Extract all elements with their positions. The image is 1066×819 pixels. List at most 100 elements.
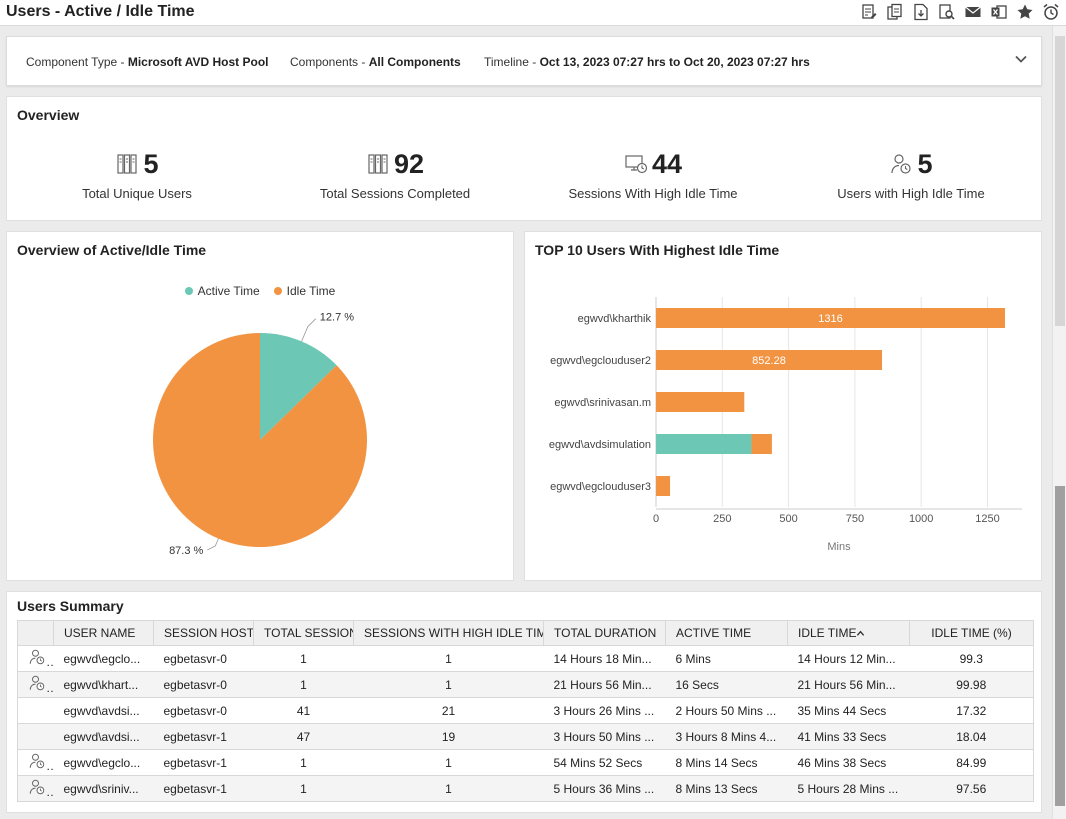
table-row[interactable]: egwvd\avdsi... egbetasvr-1 47 19 3 Hours 50 … bbox=[17, 723, 1034, 750]
cell-total: 1 bbox=[253, 775, 354, 802]
kpi-sessions-high-idle[interactable]: 44 Sessions With High Idle Time bbox=[528, 147, 778, 202]
cell-host: egbetasvr-1 bbox=[153, 775, 254, 802]
pie-leader-line bbox=[301, 318, 317, 342]
y-category-label: egwvd\kharthik bbox=[578, 313, 652, 325]
cell-pct: 97.56 bbox=[909, 775, 1034, 802]
y-category-label: egwvd\egclouduser3 bbox=[550, 481, 651, 493]
column-header-active-time[interactable]: ACTIVE TIME bbox=[665, 620, 788, 646]
cell-user: egwvd\egclo... bbox=[53, 645, 154, 672]
cell-idle: 35 Mins 44 Secs bbox=[787, 697, 910, 724]
legend-label-active: Active Time bbox=[197, 284, 260, 298]
overview-panel: Overview 5 Total Unique Users 92 Total S… bbox=[6, 96, 1042, 221]
bar-idle[interactable] bbox=[656, 308, 1005, 328]
cell-pct: 17.32 bbox=[909, 697, 1034, 724]
kpi-total-sessions-completed[interactable]: 92 Total Sessions Completed bbox=[270, 147, 520, 202]
kpi-users-high-idle[interactable]: 5 Users with High Idle Time bbox=[786, 147, 1036, 202]
cell-duration: 3 Hours 26 Mins ... bbox=[543, 697, 666, 724]
user-clock-icon bbox=[891, 154, 912, 174]
report-copy-icon[interactable] bbox=[884, 2, 906, 22]
cell-idle: 41 Mins 33 Secs bbox=[787, 723, 910, 750]
column-header-idle-pct[interactable]: IDLE TIME (%) bbox=[909, 620, 1034, 646]
favorite-star-icon[interactable] bbox=[1014, 2, 1036, 22]
cell-idle: 5 Hours 28 Mins ... bbox=[787, 775, 910, 802]
bar-idle[interactable] bbox=[656, 476, 671, 496]
y-category-label: egwvd\srinivasan.m bbox=[554, 397, 651, 409]
sort-ascending-icon bbox=[857, 631, 865, 637]
table-row[interactable]: egwvd\avdsi... egbetasvr-0 41 21 3 Hours 26 … bbox=[17, 697, 1034, 724]
kpi-label: Total Sessions Completed bbox=[319, 186, 471, 201]
legend-item-active[interactable]: Active Time bbox=[184, 284, 260, 298]
cell-active: 8 Mins 14 Secs bbox=[665, 749, 788, 776]
chevron-down-icon[interactable] bbox=[1013, 51, 1029, 67]
kpi-label: Users with High Idle Time bbox=[837, 186, 985, 201]
table-row[interactable]: egwvd\egclo... egbetasvr-1 1 1 54 Mins 52 Se… bbox=[17, 749, 1034, 776]
active-idle-pie-panel: Overview of Active/Idle Time Active Time… bbox=[6, 231, 514, 581]
column-header-session-host[interactable]: SESSION HOST bbox=[153, 620, 254, 646]
components-label: Components - bbox=[290, 55, 369, 69]
kpi-value: 44 bbox=[651, 148, 683, 179]
legend-label-idle: Idle Time bbox=[286, 284, 336, 298]
column-header-user-name[interactable]: USER NAME bbox=[53, 620, 154, 646]
row-icon-cell bbox=[17, 775, 54, 802]
pie-legend: Active Time Idle Time bbox=[7, 284, 513, 298]
x-axis-title: Mins bbox=[827, 541, 851, 553]
search-report-icon[interactable] bbox=[936, 2, 958, 22]
cell-high: 19 bbox=[353, 723, 544, 750]
pie-leader-line bbox=[207, 538, 219, 551]
alarm-clock-icon[interactable] bbox=[1040, 2, 1062, 22]
excel-export-icon[interactable] bbox=[988, 2, 1010, 22]
email-icon[interactable] bbox=[962, 2, 984, 22]
table-header-row: USER NAME SESSION HOST TOTAL SESSIONS SE… bbox=[17, 620, 1034, 646]
cell-host: egbetasvr-1 bbox=[153, 723, 254, 750]
bar-data-label: 852.28 bbox=[752, 355, 786, 367]
cell-duration: 3 Hours 50 Mins ... bbox=[543, 723, 666, 750]
pie-slice-active[interactable] bbox=[260, 333, 337, 440]
users-summary-title: Users Summary bbox=[17, 598, 124, 614]
bar-idle[interactable] bbox=[751, 434, 772, 454]
table-row[interactable]: egwvd\khart... egbetasvr-0 1 1 21 Hours 56 M… bbox=[17, 671, 1034, 698]
kpi-label: Sessions With High Idle Time bbox=[568, 186, 738, 201]
report-edit-icon[interactable] bbox=[858, 2, 880, 22]
bar-panel-title: TOP 10 Users With Highest Idle Time bbox=[535, 242, 780, 258]
user-clock-icon bbox=[29, 649, 45, 665]
cell-host: egbetasvr-0 bbox=[153, 697, 254, 724]
row-icon-cell bbox=[17, 671, 54, 698]
legend-item-idle[interactable]: Idle Time bbox=[273, 284, 336, 298]
x-tick-label: 250 bbox=[713, 513, 731, 525]
y-category-label: egwvd\egclouduser2 bbox=[550, 355, 651, 367]
pdf-download-icon[interactable] bbox=[910, 2, 932, 22]
cell-active: 2 Hours 50 Mins ... bbox=[665, 697, 788, 724]
bar-data-label: 1316 bbox=[818, 313, 842, 325]
cell-duration: 5 Hours 36 Mins ... bbox=[543, 775, 666, 802]
toolbar bbox=[858, 2, 1062, 22]
column-header-idle-time[interactable]: IDLE TIME bbox=[787, 620, 910, 646]
table-row[interactable]: egwvd\egclo... egbetasvr-0 1 1 14 Hours 18 M… bbox=[17, 645, 1034, 672]
cell-duration: 54 Mins 52 Secs bbox=[543, 749, 666, 776]
top-users-bar-panel: TOP 10 Users With Highest Idle Time 0 250… bbox=[524, 231, 1042, 581]
component-type-filter: Component Type - Microsoft AVD Host Pool bbox=[26, 55, 269, 69]
cell-total: 1 bbox=[253, 749, 354, 776]
kpi-value: 5 bbox=[143, 148, 159, 179]
components-filter: Components - All Components bbox=[290, 55, 461, 69]
scrollbar-thumb[interactable] bbox=[1055, 486, 1065, 806]
column-header-total-sessions[interactable]: TOTAL SESSIONS bbox=[253, 620, 354, 646]
bar-idle[interactable] bbox=[656, 350, 883, 370]
page-scrollbar[interactable] bbox=[1052, 26, 1066, 819]
kpi-total-unique-users[interactable]: 5 Total Unique Users bbox=[12, 147, 262, 202]
bar-active[interactable] bbox=[656, 434, 752, 454]
pie-panel-title: Overview of Active/Idle Time bbox=[17, 242, 207, 258]
bar-chart: 0 250 500 750 1000 1250 Mins egwvd\kharthik 1316… bbox=[549, 297, 1022, 553]
row-icon-cell bbox=[17, 697, 54, 724]
table-row[interactable]: egwvd\sriniv... egbetasvr-1 1 1 5 Hours 36 M… bbox=[17, 775, 1034, 802]
bar-idle[interactable] bbox=[656, 392, 745, 412]
kpi-label: Total Unique Users bbox=[82, 186, 192, 201]
cell-idle: 21 Hours 56 Min... bbox=[787, 671, 910, 698]
server-rack-icon bbox=[117, 154, 138, 174]
pie-slice-idle[interactable] bbox=[152, 333, 367, 547]
column-header-total-duration[interactable]: TOTAL DURATION bbox=[543, 620, 666, 646]
column-header-high-idle-sessions[interactable]: SESSIONS WITH HIGH IDLE TIME bbox=[353, 620, 544, 646]
kpi-value: 5 bbox=[917, 148, 933, 179]
column-header-idle-time-label: IDLE TIME bbox=[798, 626, 857, 640]
timeline-value: Oct 13, 2023 07:27 hrs to Oct 20, 2023 0… bbox=[539, 55, 810, 69]
row-icon-cell bbox=[17, 645, 54, 672]
